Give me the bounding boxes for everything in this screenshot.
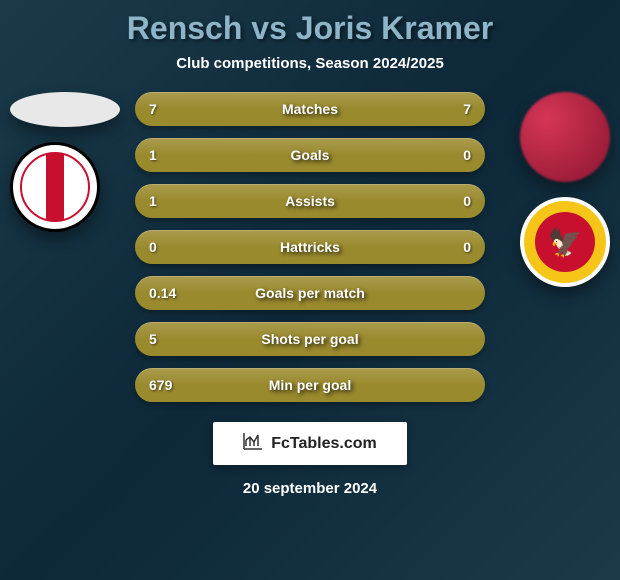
- brand-text: FcTables.com: [271, 435, 377, 453]
- stat-right-value: 0: [431, 193, 471, 209]
- stat-left-value: 0: [149, 239, 189, 255]
- content-area: 7 Matches 7 1 Goals 0 1 Assists 0 0 Hatt…: [0, 92, 620, 402]
- player-right-avatar: [520, 92, 610, 182]
- left-player-column: [10, 92, 120, 232]
- date-text: 20 september 2024: [243, 480, 377, 497]
- stat-label: Min per goal: [189, 377, 431, 393]
- stat-row-shots-per-goal: 5 Shots per goal: [135, 322, 485, 356]
- stat-row-goals: 1 Goals 0: [135, 138, 485, 172]
- stat-label: Shots per goal: [189, 331, 431, 347]
- stat-left-value: 1: [149, 147, 189, 163]
- stat-row-min-per-goal: 679 Min per goal: [135, 368, 485, 402]
- club-left-badge: [10, 142, 100, 232]
- stat-left-value: 0.14: [149, 285, 189, 301]
- stat-left-value: 7: [149, 101, 189, 117]
- stat-row-hattricks: 0 Hattricks 0: [135, 230, 485, 264]
- stat-row-matches: 7 Matches 7: [135, 92, 485, 126]
- stat-left-value: 1: [149, 193, 189, 209]
- page-title: Rensch vs Joris Kramer: [127, 10, 493, 47]
- player-left-avatar: [10, 92, 120, 127]
- stat-row-assists: 1 Assists 0: [135, 184, 485, 218]
- stat-label: Goals per match: [189, 285, 431, 301]
- stat-label: Hattricks: [189, 239, 431, 255]
- stat-label: Assists: [189, 193, 431, 209]
- stat-left-value: 5: [149, 331, 189, 347]
- stat-right-value: 7: [431, 101, 471, 117]
- right-player-column: 🦅: [520, 92, 610, 287]
- ajax-logo-icon: [20, 152, 90, 222]
- stats-list: 7 Matches 7 1 Goals 0 1 Assists 0 0 Hatt…: [135, 92, 485, 402]
- comparison-card: Rensch vs Joris Kramer Club competitions…: [0, 0, 620, 580]
- stat-right-value: 0: [431, 239, 471, 255]
- stat-row-goals-per-match: 0.14 Goals per match: [135, 276, 485, 310]
- club-right-badge: 🦅: [520, 197, 610, 287]
- page-subtitle: Club competitions, Season 2024/2025: [176, 55, 444, 72]
- eagles-logo-icon: 🦅: [535, 212, 595, 272]
- eagle-icon: 🦅: [548, 226, 583, 259]
- stat-left-value: 679: [149, 377, 189, 393]
- stat-right-value: 0: [431, 147, 471, 163]
- stat-label: Goals: [189, 147, 431, 163]
- chart-icon: [243, 432, 263, 455]
- stat-label: Matches: [189, 101, 431, 117]
- brand-badge[interactable]: FcTables.com: [213, 422, 407, 465]
